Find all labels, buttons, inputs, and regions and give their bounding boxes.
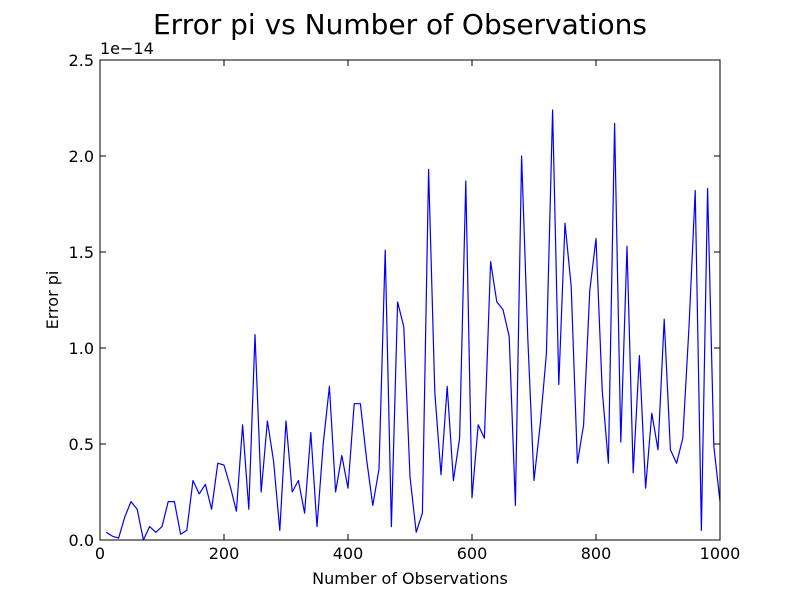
x-axis: 0 200 400 600 800 1000 <box>95 60 740 563</box>
y-offset-label: 1e−14 <box>100 39 154 58</box>
plot-area <box>99 59 721 541</box>
x-tick-label: 800 <box>581 544 612 563</box>
x-tick-label: 0 <box>95 544 105 563</box>
x-tick-label: 200 <box>209 544 240 563</box>
x-tick-label: 400 <box>333 544 364 563</box>
y-tick-label: 0.5 <box>69 435 94 454</box>
series-line-error-pi <box>105 109 721 541</box>
x-tick-label: 600 <box>457 544 488 563</box>
y-tick-label: 1.5 <box>69 243 94 262</box>
chart-title: Error pi vs Number of Observations <box>153 8 647 41</box>
y-axis: 0.0 0.5 1.0 1.5 2.0 2.5 <box>69 51 720 550</box>
y-tick-label: 1.0 <box>69 339 94 358</box>
y-axis-label: Error pi <box>43 271 62 330</box>
y-tick-label: 2.0 <box>69 147 94 166</box>
y-tick-label: 2.5 <box>69 51 94 70</box>
y-tick-label: 0.0 <box>69 531 94 550</box>
plot-frame <box>99 59 721 541</box>
x-axis-label: Number of Observations <box>312 569 508 588</box>
x-tick-label: 1000 <box>700 544 741 563</box>
